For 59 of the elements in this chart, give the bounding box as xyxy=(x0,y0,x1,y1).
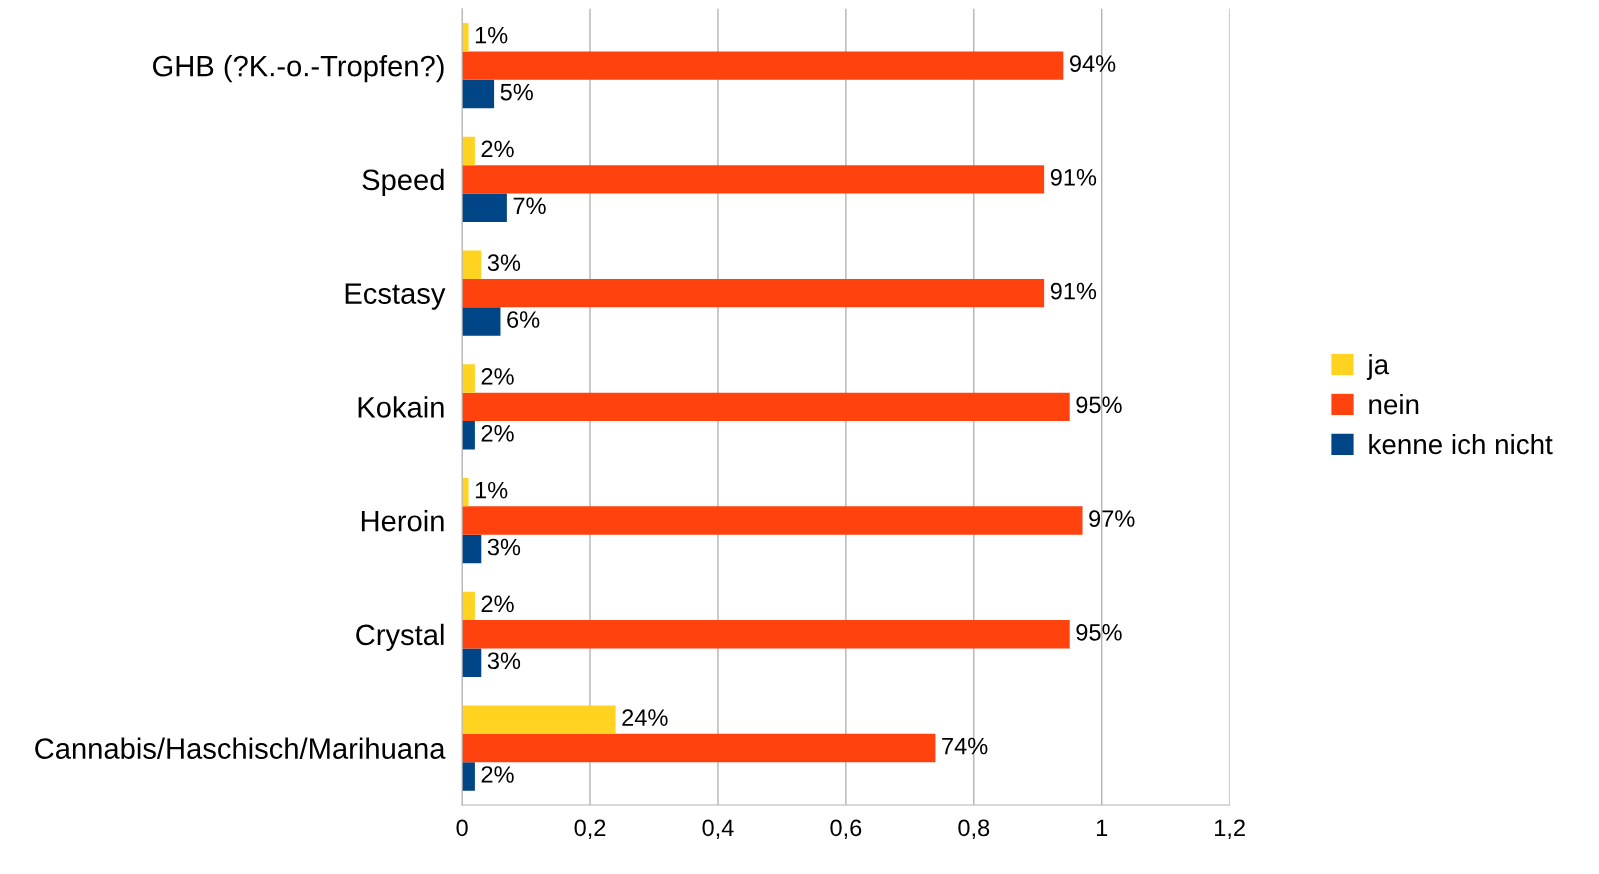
bar xyxy=(462,392,1070,422)
bar xyxy=(462,278,1045,308)
data-label: 97% xyxy=(1089,510,1135,527)
data-label: 95% xyxy=(1076,396,1122,414)
bar xyxy=(462,648,482,677)
bar xyxy=(462,506,1083,535)
x-tick-label: 0,6 xyxy=(830,819,862,839)
x-tick-label: 0,8 xyxy=(958,819,990,839)
data-label: 7% xyxy=(513,197,546,215)
data-label: 2% xyxy=(481,368,514,385)
x-tick-label: 1 xyxy=(1096,819,1108,836)
y-tick-label: Kokain xyxy=(358,396,444,418)
bar xyxy=(462,705,616,734)
legend-label: kenne ich nicht xyxy=(1369,433,1553,455)
bar xyxy=(462,477,469,507)
bar xyxy=(462,79,495,109)
data-label: 3% xyxy=(487,538,521,556)
bar xyxy=(462,51,1064,80)
data-label: 2% xyxy=(481,766,514,783)
bar xyxy=(462,22,469,52)
data-label: 74% xyxy=(942,737,988,755)
legend-label: ja xyxy=(1366,354,1390,380)
data-label: 2% xyxy=(481,140,514,158)
data-label: 2% xyxy=(481,595,514,613)
x-tick-label: 0,4 xyxy=(702,819,734,839)
data-label: 1% xyxy=(475,481,508,499)
y-tick-label: Heroin xyxy=(361,510,444,532)
data-label: 2% xyxy=(481,424,514,442)
x-tick-label: 0,2 xyxy=(574,819,606,839)
bar xyxy=(462,620,1070,649)
bar xyxy=(462,591,475,621)
y-tick-label: Cannabis/Haschisch/Marihuana xyxy=(35,737,446,759)
x-tick-label: 0 xyxy=(456,819,468,837)
x-tick-label: 1,2 xyxy=(1215,819,1245,839)
bar xyxy=(462,364,475,393)
bar xyxy=(462,762,475,791)
data-label: 91% xyxy=(1050,168,1097,186)
y-tick-label: Speed xyxy=(362,168,444,196)
data-label: 94% xyxy=(1070,55,1116,72)
data-label: 1% xyxy=(475,26,508,44)
legend-label: nein xyxy=(1369,393,1419,415)
data-label: 3% xyxy=(487,254,521,271)
bar xyxy=(462,534,482,564)
bar xyxy=(462,250,482,279)
bar xyxy=(462,165,1045,194)
bar xyxy=(462,733,936,763)
bar xyxy=(462,307,501,336)
data-label: 6% xyxy=(507,311,540,328)
data-label: 91% xyxy=(1050,282,1097,300)
bar xyxy=(462,193,507,223)
y-tick-label: Ecstasy xyxy=(345,283,446,310)
data-label: 95% xyxy=(1076,623,1122,641)
bar xyxy=(462,421,475,450)
data-label: 3% xyxy=(487,652,521,670)
bar xyxy=(462,136,475,166)
data-label: 24% xyxy=(622,709,668,726)
data-label: 5% xyxy=(500,83,533,101)
y-tick-label: GHB (?K.-o.-Tropfen?) xyxy=(153,55,444,83)
y-tick-label: Crystal xyxy=(356,623,444,651)
